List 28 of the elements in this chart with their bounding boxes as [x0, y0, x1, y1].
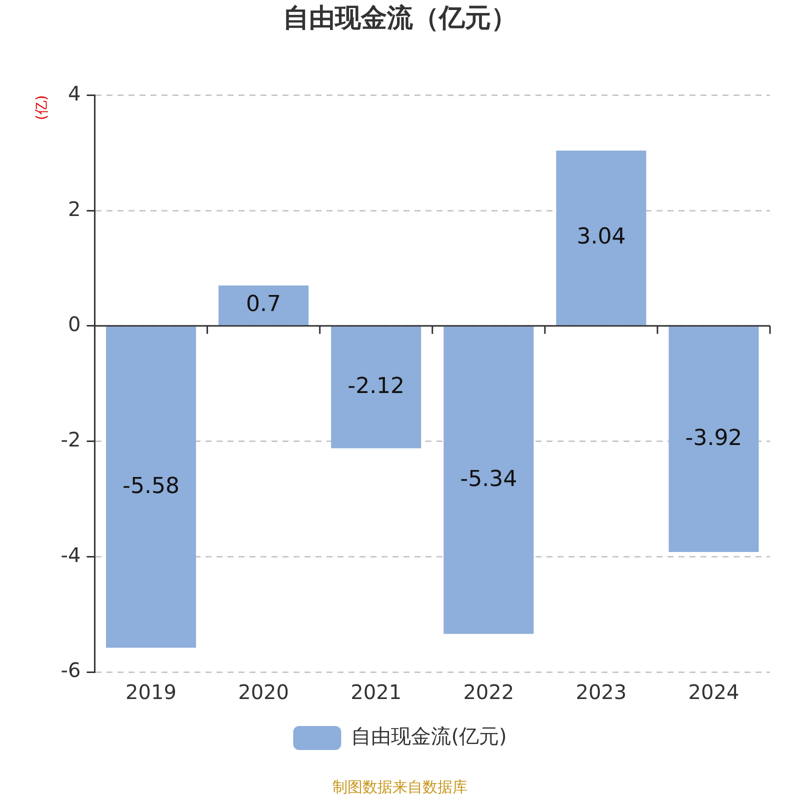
y-tick-label: -2 [60, 427, 81, 452]
x-tick-label: 2019 [126, 680, 176, 704]
x-tick-label: 2020 [238, 680, 290, 704]
bar [331, 326, 422, 448]
bar [556, 150, 646, 326]
legend-label: 自由现金流(亿元) [351, 724, 507, 748]
x-tick-label: 2024 [688, 680, 740, 704]
chart-title: 自由现金流（亿元） [283, 3, 517, 34]
y-tick-label: -6 [60, 658, 81, 682]
data-label: -5.34 [460, 467, 518, 492]
y-tick-label: -4 [60, 542, 81, 567]
y-axis-title: (亿) [34, 95, 50, 120]
y-tick-label: 4 [68, 81, 81, 106]
y-tick-label: 2 [68, 196, 81, 221]
x-tick-label: 2023 [576, 680, 627, 704]
x-tick-label: 2022 [463, 680, 514, 704]
bar [106, 326, 196, 648]
bar [444, 326, 534, 634]
x-tick-label: 2021 [350, 680, 402, 704]
data-label: -5.58 [122, 474, 180, 499]
data-label: 0.7 [246, 292, 282, 318]
data-label: 3.04 [576, 224, 626, 250]
text: 制图数据来自数据库 [332, 778, 468, 797]
data-label: -2.12 [348, 374, 405, 400]
y-tick-label: 0 [68, 312, 81, 336]
bar [668, 326, 759, 552]
data-label: -3.92 [685, 426, 742, 452]
bar [218, 286, 309, 326]
